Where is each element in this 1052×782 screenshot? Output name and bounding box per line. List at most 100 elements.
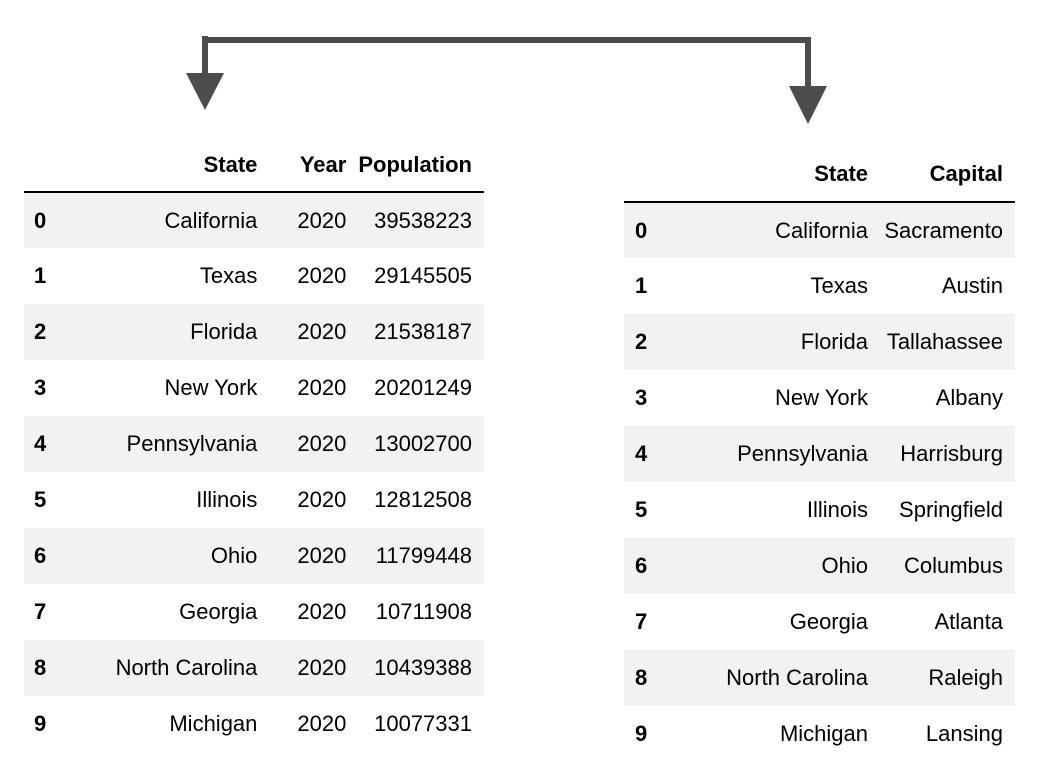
state-cell: California	[164, 207, 258, 233]
row-index: 6	[635, 553, 648, 578]
table-row: 8 North Carolina Raleigh	[624, 650, 1015, 706]
capital-cell: Harrisburg	[900, 441, 1003, 466]
table-row: 0 California 2020 39538223	[24, 192, 484, 248]
state-cell: Illinois	[196, 487, 258, 512]
state-cell: Florida	[800, 329, 868, 354]
row-index: 8	[635, 665, 648, 690]
row-index: 3	[635, 385, 648, 410]
index-header	[24, 139, 75, 192]
year-header: Year	[299, 152, 347, 177]
table-row: 8 North Carolina 2020 10439388	[24, 640, 484, 696]
table-row: 3 New York 2020 20201249	[24, 360, 484, 416]
state-cell: Michigan	[779, 721, 868, 746]
population-cell: 10439388	[374, 655, 472, 680]
year-cell: 2020	[297, 319, 347, 344]
arrowhead-left	[186, 73, 224, 110]
population-cell: 12812508	[374, 487, 472, 512]
year-cell: 2020	[297, 711, 347, 736]
row-index: 1	[34, 263, 47, 288]
table-row: 0 California Sacramento	[624, 202, 1015, 258]
table-row: 6 Ohio 2020 11799448	[24, 528, 484, 584]
population-cell: 20201249	[374, 375, 472, 400]
state-header: State	[814, 160, 868, 186]
table-row: 1 Texas Austin	[624, 258, 1015, 314]
year-cell: 2020	[297, 543, 347, 568]
population-cell: 29145505	[374, 263, 472, 288]
population-header: Population	[358, 152, 472, 177]
row-index: 5	[635, 497, 648, 522]
connector-line	[202, 36, 811, 92]
table-row: 2 Florida Tallahassee	[624, 314, 1015, 370]
row-index: 8	[34, 655, 47, 680]
state-cell: New York	[164, 375, 258, 400]
state-cell: Ohio	[210, 543, 258, 568]
state-cell: North Carolina	[115, 655, 258, 680]
population-cell: 11799448	[375, 543, 472, 568]
header-row: State Year Population	[24, 139, 484, 192]
row-index: 9	[635, 721, 648, 746]
row-index: 2	[34, 319, 47, 344]
state-header: State	[203, 152, 258, 177]
capital-cell: Tallahassee	[886, 329, 1003, 354]
capital-cell: Lansing	[925, 721, 1003, 746]
year-cell: 2020	[297, 655, 347, 680]
capital-cell: Columbus	[903, 553, 1003, 578]
row-index: 3	[34, 375, 47, 400]
row-index: 1	[635, 273, 648, 298]
state-cell: California	[775, 217, 868, 243]
table-row: 4 Pennsylvania Harrisburg	[624, 426, 1015, 482]
table-row: 1 Texas 2020 29145505	[24, 248, 484, 304]
index-header	[624, 146, 683, 202]
year-cell: 2020	[297, 263, 347, 288]
row-index: 4	[34, 431, 47, 456]
row-index: 0	[635, 217, 648, 243]
table-row: 7 Georgia 2020 10711908	[24, 584, 484, 640]
population-cell: 39538223	[374, 207, 472, 233]
table-row: 2 Florida 2020 21538187	[24, 304, 484, 360]
year-cell: 2020	[297, 487, 347, 512]
population-cell: 13002700	[374, 431, 472, 456]
population-cell: 10711908	[375, 599, 472, 624]
row-index: 9	[34, 711, 47, 736]
population-cell: 21538187	[374, 319, 472, 344]
state-cell: Texas	[810, 273, 868, 298]
table-row: 5 Illinois Springfield	[624, 482, 1015, 538]
row-index: 4	[635, 441, 648, 466]
state-cell: Pennsylvania	[737, 441, 868, 466]
capital-cell: Raleigh	[928, 665, 1003, 690]
population-cell: 10077331	[374, 711, 472, 736]
header-row: State Capital	[624, 146, 1015, 202]
state-cell: New York	[775, 385, 868, 410]
row-index: 6	[34, 543, 47, 568]
state-cell: Ohio	[821, 553, 868, 578]
capital-cell: Albany	[935, 385, 1003, 410]
capital-dataframe: State Capital 0 California Sacramento 1 Texa…	[624, 146, 1015, 762]
state-cell: Illinois	[806, 497, 868, 522]
capital-cell: Austin	[941, 273, 1003, 298]
table-row: 7 Georgia Atlanta	[624, 594, 1015, 650]
capital-cell: Springfield	[899, 497, 1003, 522]
table-row: 5 Illinois 2020 12812508	[24, 472, 484, 528]
row-index: 7	[635, 609, 648, 634]
state-cell: North Carolina	[726, 665, 868, 690]
capital-header: Capital	[929, 160, 1003, 186]
state-cell: Texas	[199, 263, 258, 288]
state-cell: Georgia	[179, 599, 258, 624]
table-row: 3 New York Albany	[624, 370, 1015, 426]
state-cell: Florida	[190, 319, 258, 344]
table-row: 4 Pennsylvania 2020 13002700	[24, 416, 484, 472]
state-cell: Michigan	[169, 711, 258, 736]
population-dataframe: State Year Population 0 California 2020 395…	[24, 139, 484, 752]
table-row: 6 Ohio Columbus	[624, 538, 1015, 594]
row-index: 5	[34, 487, 47, 512]
row-index: 7	[34, 599, 47, 624]
table-row: 9 Michigan Lansing	[624, 706, 1015, 762]
capital-cell: Atlanta	[934, 609, 1004, 634]
state-cell: Georgia	[789, 609, 868, 634]
year-cell: 2020	[297, 207, 347, 233]
capital-cell: Sacramento	[884, 217, 1003, 243]
year-cell: 2020	[297, 599, 347, 624]
row-index: 0	[34, 207, 47, 233]
year-cell: 2020	[297, 431, 347, 456]
